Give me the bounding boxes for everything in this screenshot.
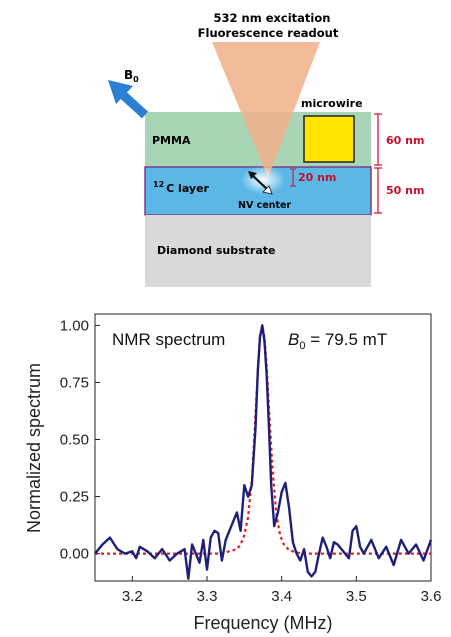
measured-series-line: [94, 324, 433, 580]
dim-20-marker: [290, 168, 296, 187]
y-tick-label: 0.75: [60, 374, 89, 391]
nv-diagram: 532 nm excitation Fluorescence readout B…: [108, 11, 424, 287]
x-tick-label: 3.6: [421, 588, 442, 605]
x-axis-title: Frequency (MHz): [193, 613, 332, 633]
microwire: [303, 115, 355, 163]
y-ticks: 0.00 0.25 0.50 0.75 1.00: [60, 317, 100, 563]
c12-label: 12 C layer: [153, 180, 210, 195]
nv-arrowhead-icon: [248, 171, 257, 179]
y-tick-label: 0.00: [60, 546, 89, 563]
b0-arrow-icon: [108, 80, 149, 119]
substrate-label: Diamond substrate: [157, 244, 276, 257]
substrate-layer: [145, 215, 371, 287]
x-ticks: 3.2 3.3 3.4 3.5 3.6: [122, 576, 442, 605]
nmr-chart: 3.2 3.3 3.4 3.5 3.6 0.00 0.25 0.50 0.75 1.00 NMR…: [24, 313, 442, 633]
nv-arrow-icon: [251, 174, 269, 191]
dim-60-marker: [374, 113, 382, 166]
chart-title: NMR spectrum: [112, 330, 225, 349]
dim-50-label: 50 nm: [386, 184, 424, 197]
nv-glow: [241, 166, 285, 194]
dim-60-label: 60 nm: [386, 134, 424, 147]
y-tick-label: 1.00: [60, 317, 89, 334]
x-tick-label: 3.5: [346, 588, 367, 605]
x-tick-label: 3.3: [197, 588, 218, 605]
pmma-label: PMMA: [152, 134, 191, 147]
b0-annotation: B0 = 79.5 mT: [288, 330, 387, 352]
y-tick-label: 0.50: [60, 432, 89, 449]
excitation-label-2: Fluorescence readout: [198, 26, 339, 40]
excitation-label-1: 532 nm excitation: [214, 11, 331, 25]
x-tick-label: 3.4: [271, 588, 292, 605]
nv-center-label: NV center: [238, 200, 291, 211]
laser-beam: [212, 42, 320, 178]
fit-series-line: [95, 325, 431, 555]
dim-50-marker: [374, 167, 382, 214]
y-axis-title: Normalized spectrum: [24, 363, 44, 533]
y-tick-label: 0.25: [60, 489, 89, 506]
nv-arrowtail-icon: [262, 185, 273, 195]
dim-20-label: 20 nm: [298, 171, 336, 184]
plot-frame: [94, 313, 432, 582]
x-tick-label: 3.2: [122, 588, 143, 605]
b0-label: B0: [124, 68, 139, 84]
microwire-label: microwire: [301, 97, 363, 110]
